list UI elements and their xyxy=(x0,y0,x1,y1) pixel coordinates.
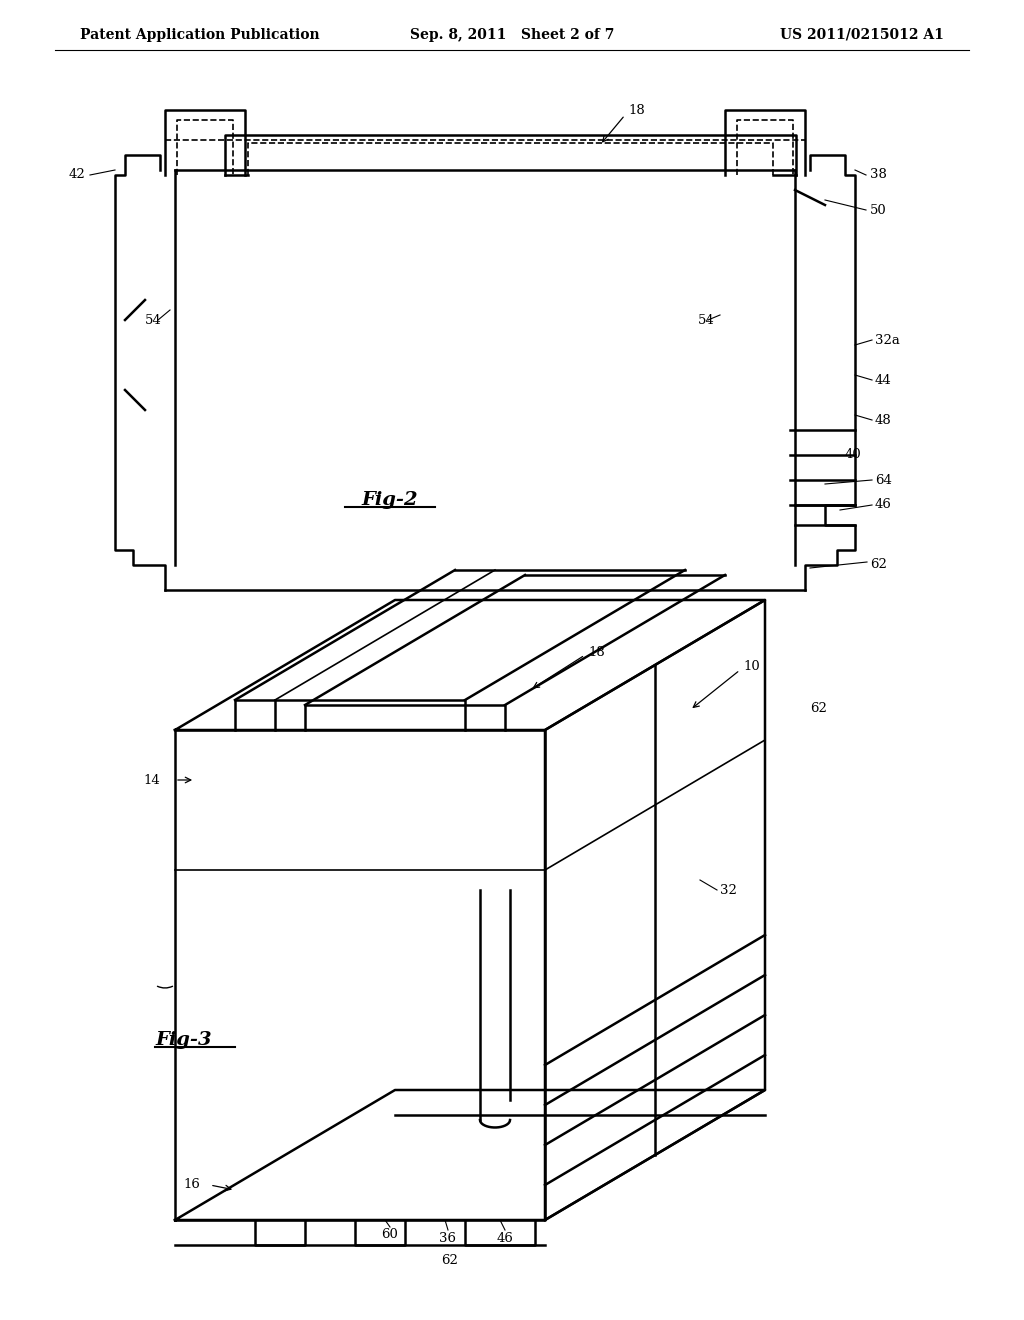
Text: 50: 50 xyxy=(870,203,887,216)
Text: Fig-2: Fig-2 xyxy=(361,491,419,510)
Text: Sep. 8, 2011   Sheet 2 of 7: Sep. 8, 2011 Sheet 2 of 7 xyxy=(410,28,614,42)
Text: 60: 60 xyxy=(382,1229,398,1242)
Text: 18: 18 xyxy=(588,645,605,659)
Text: 62: 62 xyxy=(441,1254,459,1266)
Text: 62: 62 xyxy=(870,558,887,572)
Text: 54: 54 xyxy=(145,314,162,326)
Text: Fig-3: Fig-3 xyxy=(155,1031,212,1049)
Text: Patent Application Publication: Patent Application Publication xyxy=(80,28,319,42)
Text: 14: 14 xyxy=(143,774,160,787)
Text: US 2011/0215012 A1: US 2011/0215012 A1 xyxy=(780,28,944,42)
Text: 18: 18 xyxy=(628,103,645,116)
Text: 54: 54 xyxy=(698,314,715,326)
Text: 10: 10 xyxy=(743,660,760,673)
Text: 36: 36 xyxy=(439,1232,457,1245)
Text: 32a: 32a xyxy=(874,334,900,346)
Text: 46: 46 xyxy=(497,1232,513,1245)
Text: 16: 16 xyxy=(183,1179,200,1192)
Text: 32: 32 xyxy=(720,883,737,896)
Text: 42: 42 xyxy=(69,169,85,181)
Text: 40: 40 xyxy=(845,449,862,462)
Text: 64: 64 xyxy=(874,474,892,487)
Text: 46: 46 xyxy=(874,499,892,511)
Text: 48: 48 xyxy=(874,413,892,426)
Text: 44: 44 xyxy=(874,374,892,387)
Text: 38: 38 xyxy=(870,169,887,181)
Text: 62: 62 xyxy=(810,701,826,714)
